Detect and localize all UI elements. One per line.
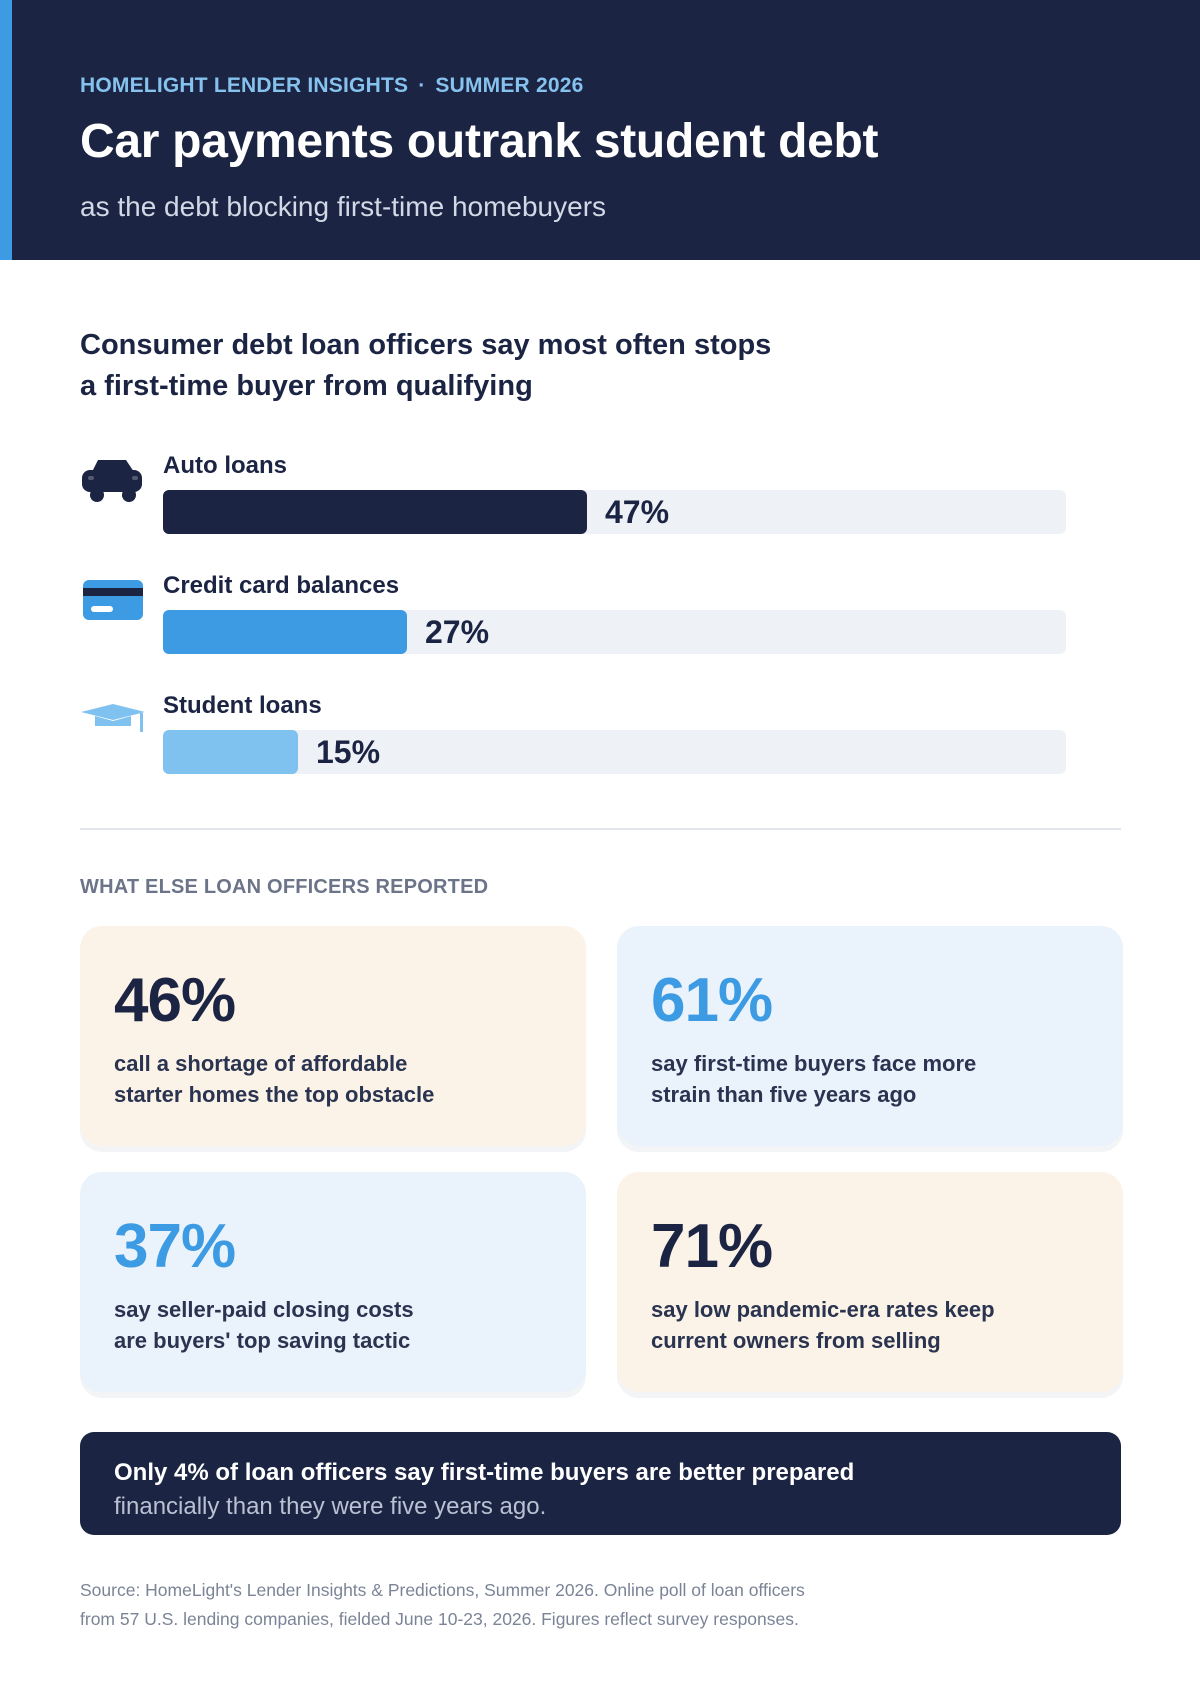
- eyebrow: HOMELIGHT LENDER INSIGHTS · SUMMER 2026: [80, 74, 583, 98]
- callout-banner: Only 4% of loan officers say first-time …: [80, 1432, 1121, 1535]
- bar-auto-loans: [163, 490, 587, 534]
- section-divider: [80, 828, 1121, 830]
- stat-description-line: say seller-paid closing costs: [114, 1297, 414, 1322]
- eyebrow-season: SUMMER 2026: [435, 74, 584, 97]
- bar-label-auto-loans: Auto loans: [163, 452, 287, 479]
- section-label: WHAT ELSE LOAN OFFICERS REPORTED: [80, 876, 489, 898]
- stat-value: 37%: [114, 1212, 236, 1281]
- car-icon: [80, 452, 146, 508]
- bar-value-auto-loans: 47%: [605, 494, 670, 530]
- stat-description-line: call a shortage of affordable: [114, 1051, 408, 1076]
- stat-description: say low pandemic-era rates keep current …: [651, 1294, 1091, 1356]
- header-accent-stripe: [0, 0, 12, 260]
- bar-row-auto-loans: Auto loans 47%: [0, 452, 1200, 542]
- bar-credit-card-balances: [163, 610, 407, 654]
- chart-title: Consumer debt loan officers say most oft…: [80, 325, 900, 407]
- bar-row-credit-card-balances: Credit card balances 27%: [0, 572, 1200, 662]
- bar-track-credit-card-balances: 27%: [163, 610, 1066, 654]
- stat-value: 46%: [114, 966, 236, 1035]
- stat-description-line: strain than five years ago: [651, 1082, 917, 1107]
- stat-description-line: say low pandemic-era rates keep: [651, 1297, 995, 1322]
- stat-card: 61% say first-time buyers face more stra…: [617, 926, 1123, 1146]
- chart-title-line-1: Consumer debt loan officers say most oft…: [80, 329, 772, 361]
- stat-description-line: starter homes the top obstacle: [114, 1082, 435, 1107]
- source-note: Source: HomeLight's Lender Insights & Pr…: [80, 1576, 980, 1634]
- stat-card: 46% call a shortage of affordable starte…: [80, 926, 586, 1146]
- stat-description-line: current owners from selling: [651, 1328, 941, 1353]
- source-line: Source: HomeLight's Lender Insights & Pr…: [80, 1580, 805, 1600]
- stat-description-line: say first-time buyers face more: [651, 1051, 977, 1076]
- callout-strong-text: Only 4% of loan officers say first-time …: [114, 1459, 855, 1486]
- graduation-cap-icon: [80, 692, 146, 748]
- chart-title-line-2: a first-time buyer from qualifying: [80, 370, 533, 402]
- eyebrow-brand: HOMELIGHT LENDER INSIGHTS: [80, 74, 409, 97]
- header-banner: HOMELIGHT LENDER INSIGHTS · SUMMER 2026 Ca…: [0, 0, 1200, 260]
- bar-value-student-loans: 15%: [316, 734, 381, 770]
- bar-label-credit-card-balances: Credit card balances: [163, 572, 400, 599]
- credit-card-icon: [80, 572, 146, 628]
- bar-track-auto-loans: 47%: [163, 490, 1066, 534]
- stat-card: 71% say low pandemic-era rates keep curr…: [617, 1172, 1123, 1392]
- stat-description: say seller-paid closing costs are buyers…: [114, 1294, 554, 1356]
- bar-row-student-loans: Student loans 15%: [0, 692, 1200, 782]
- bar-label-student-loans: Student loans: [163, 692, 322, 719]
- bar-value-credit-card-balances: 27%: [425, 614, 490, 650]
- eyebrow-separator: ·: [418, 74, 426, 97]
- stat-value: 71%: [651, 1212, 773, 1281]
- bar-student-loans: [163, 730, 298, 774]
- page-subtitle: as the debt blocking first-time homebuye…: [80, 191, 607, 222]
- stat-description-line: are buyers' top saving tactic: [114, 1328, 411, 1353]
- stat-description: say first-time buyers face more strain t…: [651, 1048, 1091, 1110]
- page-title: Car payments outrank student debt: [80, 115, 879, 168]
- stat-value: 61%: [651, 966, 773, 1035]
- bar-track-student-loans: 15%: [163, 730, 1066, 774]
- stat-description: call a shortage of affordable starter ho…: [114, 1048, 554, 1110]
- callout-light-text: financially than they were five years ag…: [114, 1493, 547, 1520]
- source-line: from 57 U.S. lending companies, fielded …: [80, 1609, 799, 1629]
- stat-card: 37% say seller-paid closing costs are bu…: [80, 1172, 586, 1392]
